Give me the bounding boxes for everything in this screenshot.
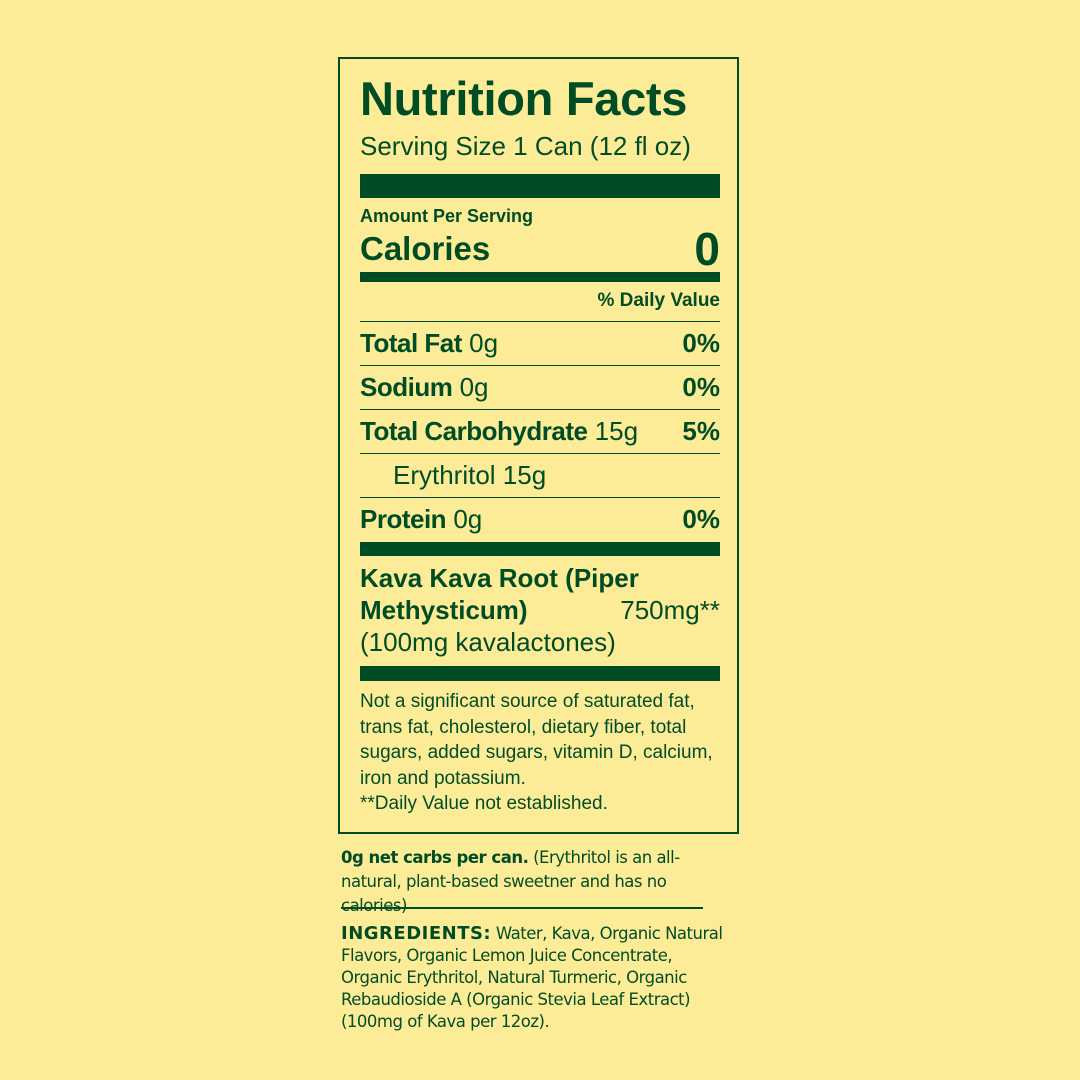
nutrient-dv: 5% xyxy=(682,416,720,446)
calories-row: Calories 0 xyxy=(360,223,720,275)
thick-divider xyxy=(360,174,720,198)
nutrient-dv: 0% xyxy=(682,372,720,402)
nutrient-dv: 0% xyxy=(682,504,720,534)
thick-divider xyxy=(360,542,720,556)
ingredients-label: INGREDIENTS: xyxy=(341,923,492,944)
kava-name-line1: Kava Kava Root (Piper xyxy=(360,563,639,593)
kava-row: Kava Kava Root (Piper Methysticum) 750mg… xyxy=(360,562,720,658)
nutrient-amount: 0g xyxy=(453,504,483,534)
net-carbs-text: (Erythritol is an all-natural, plant-bas… xyxy=(341,848,680,915)
footnote-dv: **Daily Value not established. xyxy=(360,793,608,814)
kava-name-line2: Methysticum) xyxy=(360,595,528,625)
kava-kavalactones: (100mg kavalactones) xyxy=(360,627,616,657)
footnote-text: Not a significant source of saturated fa… xyxy=(360,691,713,789)
nutrient-amount: Erythritol 15g xyxy=(393,460,547,490)
nutrient-name: Sodium xyxy=(360,372,453,402)
net-carbs-note: 0g net carbs per can. (Erythritol is an … xyxy=(341,846,721,918)
nutrient-amount: 15g xyxy=(594,416,639,446)
net-carbs-bold: 0g net carbs per can. xyxy=(341,848,529,867)
serving-size: Serving Size 1 Can (12 fl oz) xyxy=(360,131,691,161)
nutrient-amount: 0g xyxy=(459,372,489,402)
nutrient-row-protein: Protein 0g 0% xyxy=(360,497,720,541)
nutrient-dv: 0% xyxy=(682,328,720,358)
nutrient-row-sodium: Sodium 0g 0% xyxy=(360,365,720,409)
thick-divider xyxy=(360,666,720,681)
footnote: Not a significant source of saturated fa… xyxy=(360,689,720,817)
nutrient-name: Total Fat xyxy=(360,328,462,358)
panel-title: Nutrition Facts xyxy=(360,72,688,125)
nutrient-row-erythritol: Erythritol 15g xyxy=(360,453,720,497)
amount-per-serving: Amount Per Serving xyxy=(360,206,534,226)
nutrient-row-total-carbohydrate: Total Carbohydrate 15g 5% xyxy=(360,409,720,453)
nutrient-name: Protein xyxy=(360,504,447,534)
medium-divider xyxy=(360,272,720,282)
calories-value: 0 xyxy=(694,223,720,275)
nutrition-facts-panel: Nutrition Facts Serving Size 1 Can (12 f… xyxy=(338,57,739,834)
calories-label: Calories xyxy=(360,230,491,267)
ingredients-text: Water, Kava, Organic Natural Flavors, Or… xyxy=(341,924,723,1031)
daily-value-header: % Daily Value xyxy=(597,290,720,311)
nutrient-name: Total Carbohydrate xyxy=(360,416,588,446)
divider-line xyxy=(341,907,703,909)
ingredients: INGREDIENTS: Water, Kava, Organic Natura… xyxy=(341,923,736,1033)
kava-amount: 750mg** xyxy=(620,595,720,625)
nutrient-amount: 0g xyxy=(469,328,499,358)
nutrient-row-total-fat: Total Fat 0g 0% xyxy=(360,321,720,365)
